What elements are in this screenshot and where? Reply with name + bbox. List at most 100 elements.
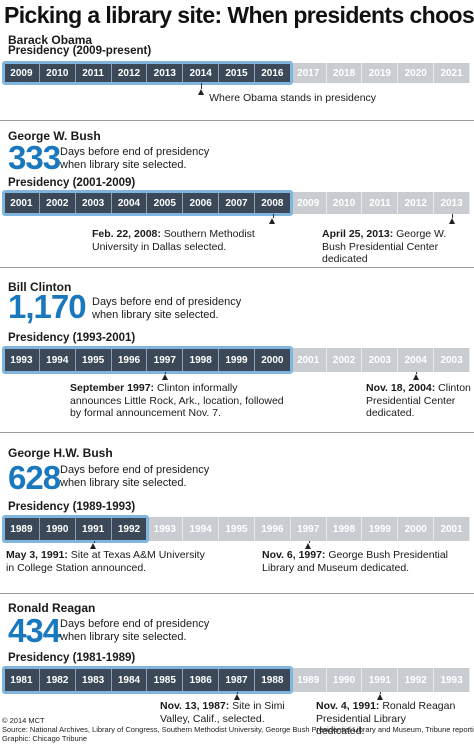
days-count: 628 (8, 459, 61, 496)
annotation-date: May 3, 1991: (6, 549, 68, 561)
presidency-label: Presidency (2001-2009) (8, 177, 136, 189)
section-divider (0, 432, 474, 433)
year-cell: 1981 (4, 668, 40, 692)
year-cell: 1997 (147, 348, 184, 372)
year-cell: 1991 (362, 668, 399, 692)
year-cell: 1993 (4, 348, 40, 372)
year-cell: 2008 (254, 192, 291, 214)
year-cell: 1998 (183, 348, 220, 372)
year-cell: 2001 (290, 348, 327, 372)
days-count: 333 (8, 139, 61, 176)
year-cell: 1983 (75, 668, 112, 692)
days-caption: Days before end of presidency when libra… (92, 296, 242, 321)
annotation-body: George Bush Presidential Library and Mus… (262, 549, 448, 574)
year-cell: 1994 (39, 348, 76, 372)
year-cell: 2006 (183, 192, 220, 214)
year-cell: 1982 (39, 668, 76, 692)
annotation-body: George W. Bush Presidential Center dedic… (322, 228, 447, 265)
days-caption: Days before end of presidency when libra… (60, 146, 210, 171)
annotation-body: Where Obama stands in presidency (209, 92, 377, 104)
year-cell: 2009 (4, 63, 40, 83)
year-cell: 2009 (290, 192, 327, 214)
annotation-body: Clinton Presidential Center dedicated. (366, 382, 471, 419)
year-cell: 1987 (219, 668, 255, 692)
year-cell: 2001 (4, 192, 40, 214)
year-cell: 1992 (398, 668, 435, 692)
pointer-arrow-icon (161, 374, 168, 380)
annotation-date: Nov. 6, 1997: (262, 549, 326, 561)
president-name: George W. Bush (8, 129, 101, 143)
year-cell: 2014 (183, 63, 220, 83)
annotation-body: Southern Methodist University in Dallas … (92, 228, 255, 253)
year-cell: 1999 (362, 517, 399, 541)
year-cell: 1999 (219, 348, 255, 372)
year-cell: 2002 (326, 348, 363, 372)
year-cell: 2021 (434, 63, 470, 83)
year-cell: 2000 (398, 517, 435, 541)
year-cell: 1992 (111, 517, 148, 541)
year-cell: 2013 (434, 192, 470, 214)
year-cell: 1989 (4, 517, 40, 541)
annotation-text: May 3, 1991: Site at Texas A&M Universit… (6, 549, 206, 574)
president-name: Ronald Reagan (8, 601, 96, 615)
year-cell: 1991 (75, 517, 112, 541)
pointer-arrow-icon (269, 218, 276, 224)
annotation-body: Ronald Reagan Presidential Library dedic… (316, 700, 456, 737)
footer-copyright: © 2014 MCT (2, 716, 45, 725)
year-timeline: 1993 1994 1995 1996 1997 1998 1999 2000 2001 2002… (2, 346, 470, 374)
page-title: Picking a library site: When presidents … (4, 2, 474, 28)
days-count: 1,170 (8, 288, 87, 325)
year-timeline: 2009 2010 2011 2012 2013 2014 2015 2016 2017 2018… (2, 61, 470, 85)
year-timeline: 2001 2002 2003 2004 2005 2006 2007 2008 2009 2010… (2, 190, 470, 216)
year-cell: 2004 (398, 348, 435, 372)
year-cell: 2011 (75, 63, 112, 83)
presidency-label: Presidency (2009-present) (8, 45, 152, 57)
annotation-text: Nov. 4, 1991: Ronald Reagan Presidential… (316, 700, 456, 738)
year-cell: 1998 (326, 517, 363, 541)
annotation-date: Nov. 4, 1991: (316, 700, 380, 712)
pointer-arrow-icon (376, 694, 383, 700)
section-divider (0, 120, 474, 121)
annotation-body: Clinton informally announces Little Rock… (70, 382, 284, 419)
year-cell: 1996 (111, 348, 148, 372)
section-divider (0, 593, 474, 594)
year-cell: 2003 (362, 348, 399, 372)
annotation-text: September 1997: Clinton informally annou… (70, 382, 285, 420)
year-cell: 2010 (39, 63, 76, 83)
year-cell: 2016 (254, 63, 291, 83)
annotation-text: Nov. 13, 1987: Site in Simi Valley, Cali… (160, 700, 290, 725)
annotation-text: Where Obama stands in presidency (209, 92, 409, 105)
year-cell: 1988 (254, 668, 291, 692)
year-cell: 2017 (290, 63, 327, 83)
annotation-date: September 1997: (70, 382, 155, 394)
annotation-text: Nov. 18, 2004: Clinton Presidential Cent… (366, 382, 472, 420)
annotation-leader (308, 541, 310, 543)
president-name: Barack Obama (8, 33, 93, 47)
annotation-leader (93, 541, 95, 543)
year-cell: 2012 (398, 192, 435, 214)
year-timeline: 1989 1990 1991 1992 1993 1994 1995 1996 1997 1998… (2, 515, 470, 543)
year-cell: 2005 (147, 192, 184, 214)
footer-graphic: Graphic: Chicago Tribune (2, 734, 88, 743)
annotation-text: April 25, 2013: George W. Bush President… (322, 228, 472, 266)
year-cell: 2003 (434, 348, 470, 372)
annotation-leader (237, 692, 238, 694)
year-cell: 1990 (326, 668, 363, 692)
annotation-body: Site in Simi Valley, Calif., selected. (160, 700, 285, 725)
annotation-leader (416, 372, 418, 374)
presidency-label: Presidency (1993-2001) (8, 332, 136, 344)
year-cell: 1995 (75, 348, 112, 372)
year-cell: 2010 (326, 192, 363, 214)
year-cell: 1994 (183, 517, 220, 541)
year-cell: 2000 (254, 348, 291, 372)
days-caption: Days before end of presidency when libra… (60, 464, 210, 489)
annotation-date: April 25, 2013: (322, 228, 394, 240)
pointer-arrow-icon (197, 89, 204, 95)
president-name: George H.W. Bush (8, 446, 113, 460)
annotation-leader (201, 83, 203, 89)
annotation-date: Nov. 13, 1987: (160, 700, 230, 712)
days-caption: Days before end of presidency when libra… (60, 618, 210, 643)
year-cell: 1996 (254, 517, 291, 541)
year-cell: 2012 (111, 63, 148, 83)
annotation-body: Site at Texas A&M University in College … (6, 549, 205, 574)
